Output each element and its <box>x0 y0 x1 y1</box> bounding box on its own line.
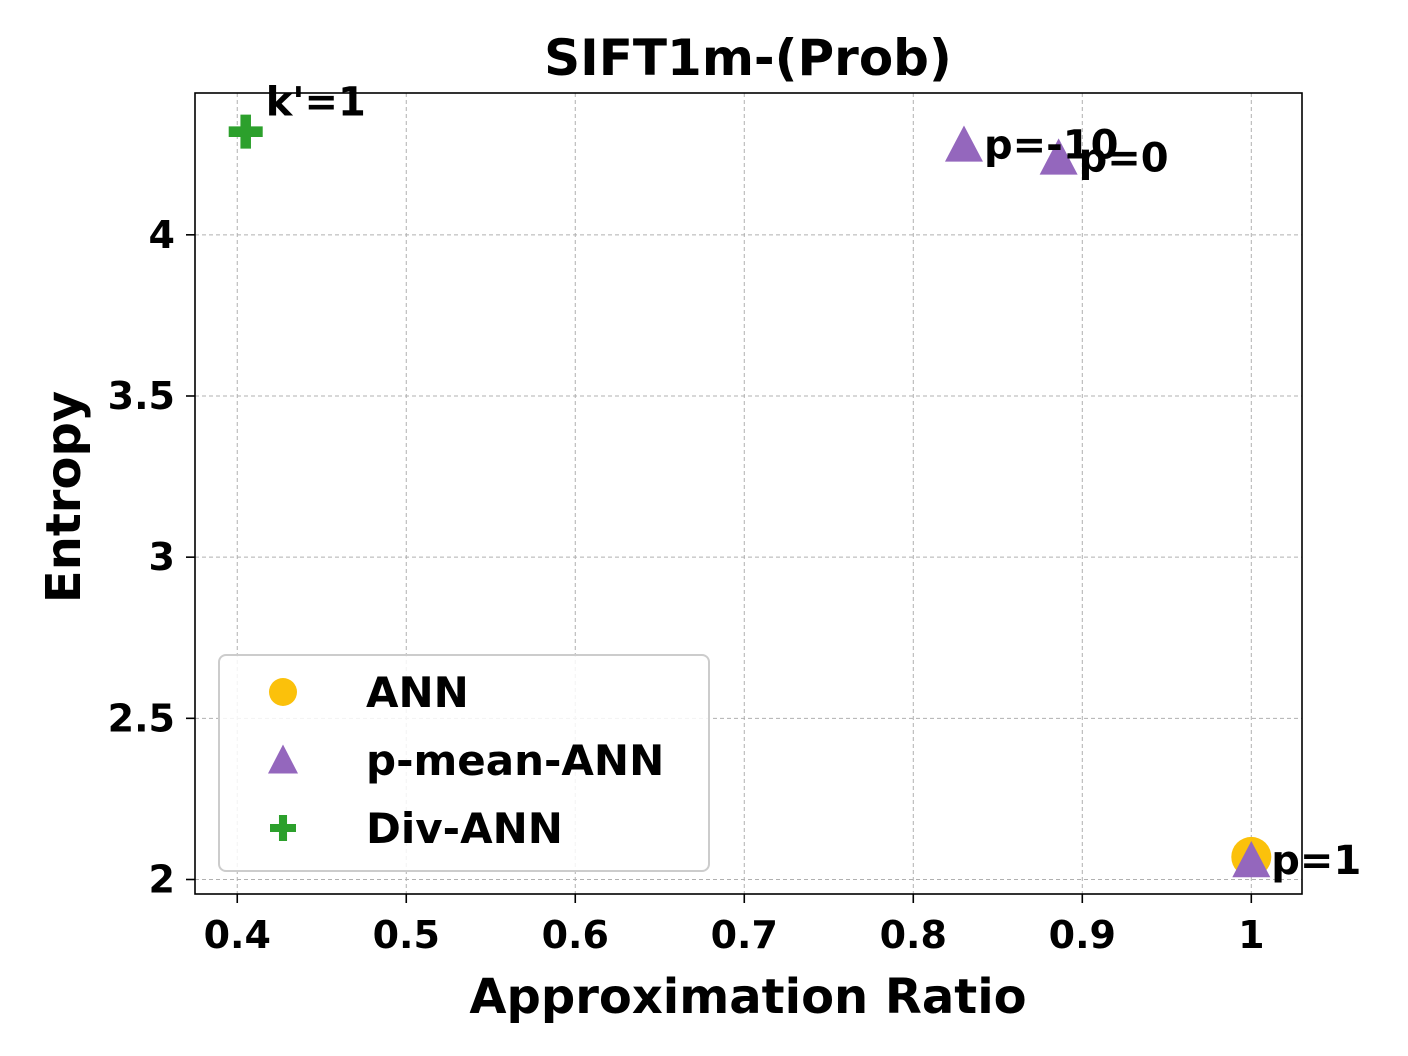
x-tick-label: 0.4 <box>204 913 271 957</box>
y-tick-label: 4 <box>149 213 175 257</box>
point-label: p=1 <box>1271 838 1361 884</box>
chart-title: SIFT1m-(Prob) <box>544 29 952 87</box>
legend-label: p-mean-ANN <box>366 736 664 785</box>
y-tick-label: 3 <box>149 535 175 579</box>
x-tick-label: 1 <box>1238 913 1264 957</box>
point-labels: p=-10p=0 p=1 k'=1 <box>266 80 1362 884</box>
p-mean-ANN-point <box>1039 138 1078 175</box>
Div-ANN-legend-marker <box>270 815 296 841</box>
point-label: p=0 <box>1079 135 1169 181</box>
y-tick-label: 2 <box>149 857 175 901</box>
legend: ANN p-mean-ANN Div-ANN <box>218 654 710 872</box>
grid-lines <box>195 93 1302 894</box>
legend-box <box>218 654 710 872</box>
point-label: p=-10 <box>984 123 1118 169</box>
x-tick-label: 0.6 <box>542 913 609 957</box>
plot-area-frame <box>194 92 1303 895</box>
x-axis-label: Approximation Ratio <box>469 969 1026 1025</box>
data-points <box>228 114 1272 878</box>
p-mean-ANN-point <box>944 125 983 162</box>
ANN-legend-marker <box>269 678 297 706</box>
x-tick-label: 0.9 <box>1049 913 1116 957</box>
axis-ticks: 0.4 0.5 0.6 0.7 0.8 0.9 1 2 2.5 3 3.5 4 <box>108 213 1265 957</box>
legend-label: Div-ANN <box>366 804 563 853</box>
Div-ANN-point <box>228 114 263 149</box>
y-axis-label: Entropy <box>36 391 92 603</box>
p-mean-ANN-legend-marker <box>268 744 298 774</box>
x-tick-label: 0.8 <box>880 913 947 957</box>
point-label: k'=1 <box>266 80 366 126</box>
p-mean-ANN-point <box>1232 841 1271 878</box>
y-tick-label: 3.5 <box>108 374 175 418</box>
x-tick-label: 0.7 <box>711 913 778 957</box>
x-tick-label: 0.5 <box>373 913 440 957</box>
y-tick-label: 2.5 <box>108 696 175 740</box>
legend-label: ANN <box>366 668 469 717</box>
